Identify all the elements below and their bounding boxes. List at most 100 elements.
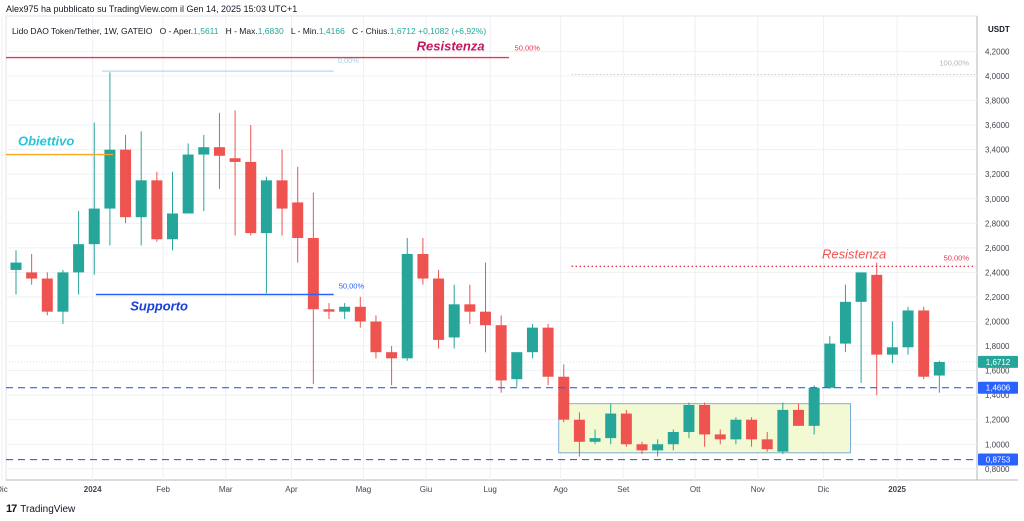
candle-down	[354, 306, 366, 322]
author-line: Alex975 ha pubblicato su TradingView.com…	[6, 4, 298, 14]
x-tick-label: Ott	[690, 485, 701, 494]
high-value: 1,6830	[257, 26, 284, 36]
current-price-tag	[978, 355, 1018, 368]
candle-up	[933, 362, 945, 376]
candle-up	[401, 253, 413, 359]
candle-down	[793, 409, 804, 426]
candle-down	[213, 147, 225, 156]
candle-down	[620, 413, 632, 445]
y-tick-label: 4,2000	[985, 47, 1010, 56]
candle-up	[88, 208, 100, 245]
candle-up	[511, 352, 523, 380]
x-tick-label: Mag	[356, 485, 372, 494]
candle-up	[667, 431, 679, 445]
candle-down	[542, 327, 554, 377]
low-label: L - Min.	[290, 26, 319, 36]
y-tick-label: 3,4000	[985, 146, 1010, 155]
candle-up	[824, 343, 836, 388]
level-price-tag	[978, 381, 1018, 394]
level-price-label: 0,8753	[986, 456, 1011, 465]
resistance-right-pct: 50,00%	[944, 253, 970, 262]
x-tick-label: Feb	[156, 485, 170, 494]
candle-down	[386, 352, 398, 359]
resistance-top-label: Resistenza	[417, 39, 485, 54]
candle-up	[652, 444, 664, 451]
candle-up	[855, 272, 867, 302]
y-tick-label: 2,6000	[985, 244, 1010, 253]
y-tick-label: 3,0000	[985, 195, 1010, 204]
y-tick-label: 2,4000	[985, 268, 1010, 277]
candle-up	[886, 347, 898, 355]
change-value: +0,1082 (+6,92%)	[418, 26, 487, 36]
candle-up	[605, 413, 617, 439]
candle-up	[260, 180, 272, 234]
candle-up	[448, 304, 460, 338]
y-tick-label: 3,6000	[985, 121, 1010, 130]
candle-up	[182, 154, 194, 214]
candle-up	[167, 213, 178, 240]
candle-up	[902, 310, 914, 348]
candle-up	[104, 149, 116, 209]
x-tick-label: Ago	[554, 485, 569, 494]
y-tick-label: 1,0000	[985, 440, 1010, 449]
candle-up	[57, 272, 69, 312]
candle-up	[777, 409, 789, 452]
y-tick-label: 1,4000	[985, 391, 1010, 400]
candle-up	[808, 387, 820, 426]
close-label: C - Chius.	[351, 26, 390, 36]
candle-down	[26, 272, 38, 279]
open-label: O - Aper.	[159, 26, 194, 36]
low-value: 1,4166	[318, 26, 345, 36]
candle-up	[73, 244, 85, 273]
y-tick-label: 2,0000	[985, 318, 1010, 327]
candle-up	[339, 306, 351, 312]
y-tick-label: 2,2000	[985, 293, 1010, 302]
support-label: Supporto	[130, 298, 188, 313]
y-tick-label: 0,8000	[985, 465, 1010, 474]
x-tick-label: 2024	[84, 485, 102, 494]
x-tick-label: Mar	[219, 485, 233, 494]
level-price-label: 1,4606	[986, 384, 1011, 393]
candle-down	[307, 238, 319, 310]
x-tick-label: Dic	[0, 485, 8, 494]
open-value: 1,5611	[193, 26, 219, 36]
fib-hundred-label: 100,00%	[939, 59, 969, 68]
ohlc-legend: Lido DAO Token/Tether, 1W, GATEIO O - Ap…	[12, 26, 486, 36]
candle-up	[526, 327, 538, 353]
candle-down	[495, 325, 507, 381]
y-tick-label: 3,2000	[985, 170, 1010, 179]
candle-down	[292, 202, 304, 239]
candle-up	[683, 404, 695, 432]
current-price-label: 1,6712	[986, 358, 1011, 367]
x-tick-label: 2025	[888, 485, 906, 494]
x-tick-label: Lug	[484, 485, 497, 494]
candle-down	[746, 419, 758, 440]
candle-down	[761, 439, 773, 450]
close-value: 1,6712	[389, 26, 416, 36]
y-tick-label: 4,0000	[985, 72, 1010, 81]
x-tick-label: Nov	[751, 485, 765, 494]
candle-up	[730, 419, 742, 440]
support-pct: 50,00%	[339, 281, 365, 290]
y-tick-label: 3,8000	[985, 97, 1010, 106]
y-tick-label: 2,8000	[985, 219, 1010, 228]
candle-down	[918, 310, 930, 377]
objective-label: Obiettivo	[18, 134, 74, 149]
candle-down	[370, 321, 382, 353]
currency-label: USDT	[988, 25, 1010, 34]
candle-down	[276, 180, 288, 209]
candle-down	[151, 180, 163, 240]
tradingview-logo: 17 TradingView	[6, 503, 75, 515]
candle-down	[323, 309, 335, 312]
candle-down	[417, 253, 429, 279]
candle-down	[699, 404, 711, 435]
candle-down	[636, 444, 648, 451]
candle-up	[839, 301, 851, 344]
resistance-top-pct: 50,00%	[515, 44, 541, 53]
candle-down	[433, 278, 445, 340]
resistance-right-label: Resistenza	[822, 246, 886, 261]
x-tick-label: Set	[617, 485, 630, 494]
candle-down	[464, 304, 476, 312]
y-tick-label: 1,8000	[985, 342, 1010, 351]
